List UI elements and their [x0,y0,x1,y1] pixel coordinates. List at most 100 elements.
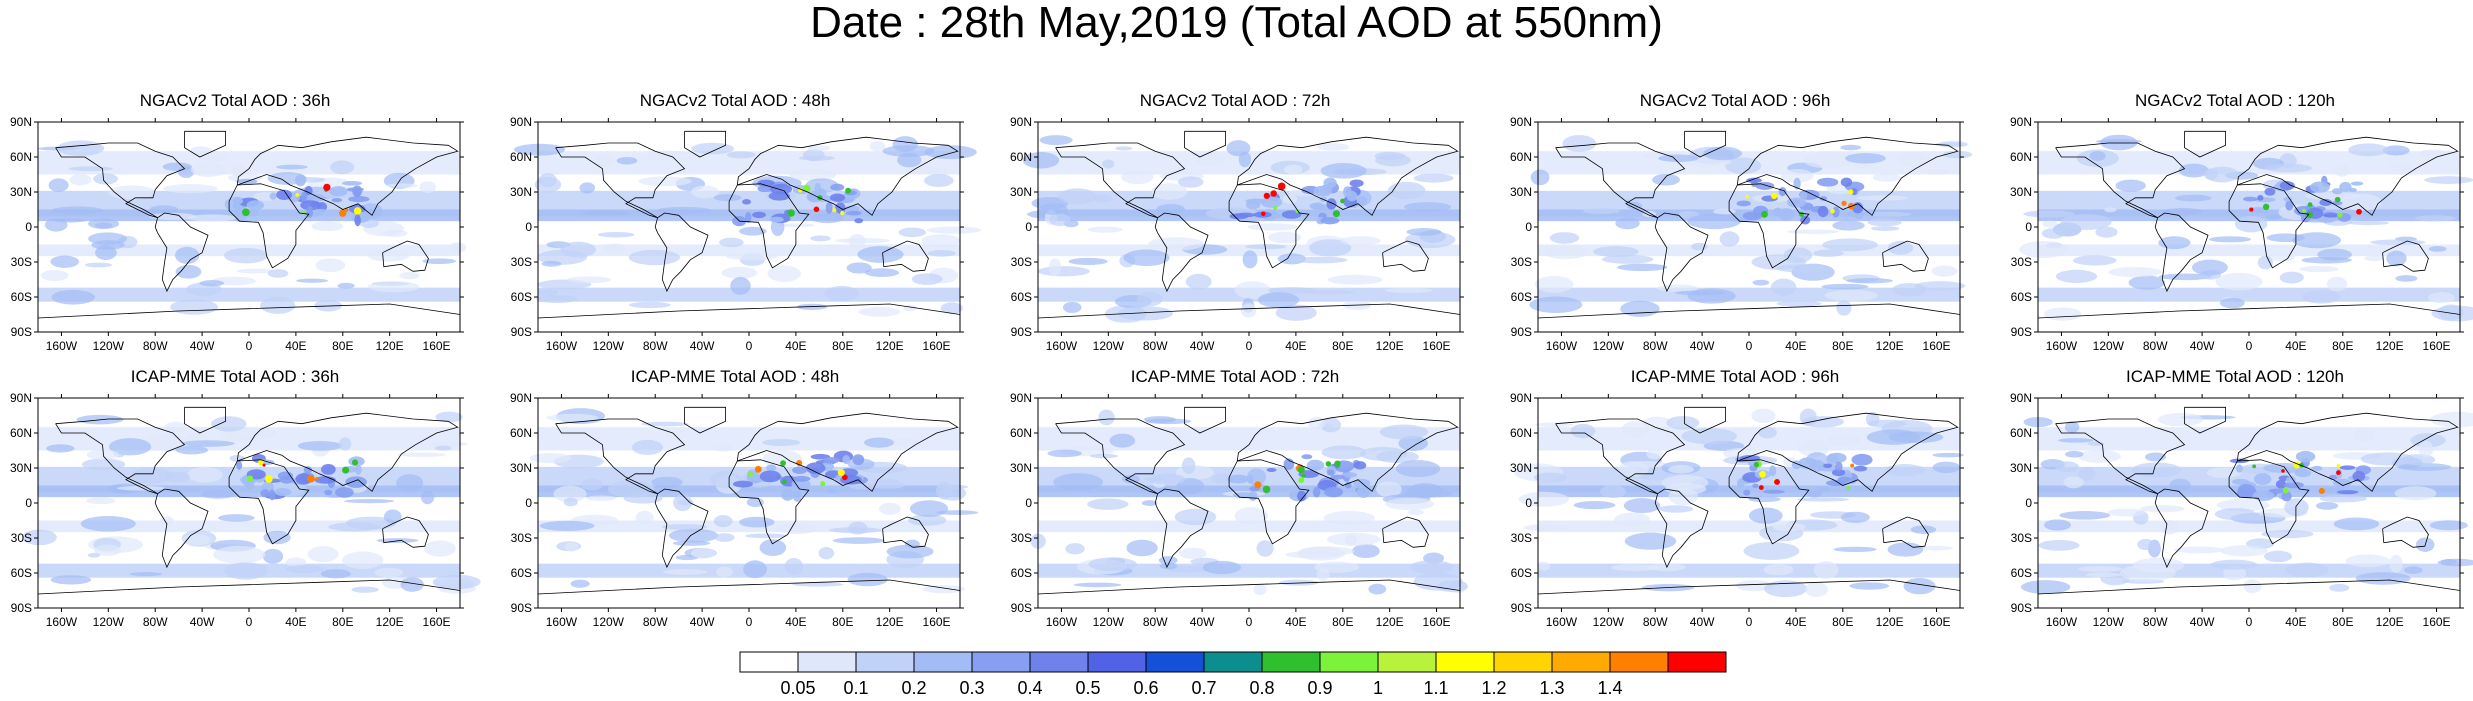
figure-title: Date : 28th May,2019 (Total AOD at 550nm… [810,0,1663,47]
colorbar-label: 0.2 [901,678,926,698]
colorbar-swatch [1609,651,1669,673]
map-panel: ICAP-MME Total AOD : 48h 90N 60N 30N 0 30S 60S… [500,368,979,629]
lon-tick-label: 120W [593,339,625,353]
lat-tick-label: 60S [1511,290,1532,304]
world-map: 90N 60N 30N 0 30S 60S 90S 160W 120W 80W 40W 0 40E 80E… [2010,391,2473,629]
lon-tick-label: 160E [2423,615,2451,629]
map-panel: NGACv2 Total AOD : 36h 90N 60N 30N 0 30S 60S 90… [0,91,470,353]
lon-tick-label: 40W [690,339,715,353]
lon-tick-label: 40W [2190,339,2215,353]
lat-tick-label: 0 [25,220,32,234]
lon-tick-label: 120E [2376,615,2404,629]
colorbar-swatch [1319,651,1379,673]
lon-tick-label: 120E [1876,615,1904,629]
lat-tick-label: 90N [10,391,32,405]
lon-tick-label: 120W [1593,615,1625,629]
lat-tick-label: 60N [2010,150,2032,164]
lat-tick-label: 30S [2011,255,2032,269]
lat-tick-label: 0 [25,496,32,510]
lat-tick-label: 0 [2025,220,2032,234]
lon-tick-label: 40E [1285,339,1306,353]
lon-tick-label: 40W [1690,339,1715,353]
lon-tick-label: 40W [1690,615,1715,629]
lon-tick-label: 160E [423,339,451,353]
lon-tick-label: 40W [190,615,215,629]
lat-tick-label: 30S [1011,255,1032,269]
lat-tick-label: 0 [525,496,532,510]
colorbar-label: 0.6 [1133,678,1158,698]
lat-tick-label: 30S [11,531,32,545]
lon-tick-label: 160W [46,615,78,629]
lat-tick-label: 30N [10,185,32,199]
lon-tick-label: 80W [1143,339,1168,353]
lat-tick-label: 90N [1510,115,1532,129]
lat-tick-label: 30N [2010,461,2032,475]
lon-tick-label: 80E [332,339,353,353]
world-map: 90N 60N 30N 0 30S 60S 90S 160W 120W 80W 40W 0 40E 80E… [1510,115,1973,353]
lon-tick-label: 80E [832,339,853,353]
lon-tick-label: 160E [423,615,451,629]
lon-tick-label: 120E [876,339,904,353]
lat-tick-label: 90S [1011,325,1032,339]
lat-tick-label: 0 [1525,220,1532,234]
lon-tick-label: 40E [285,615,306,629]
colorbar-swatch [1435,651,1495,673]
lat-tick-label: 90S [2011,325,2032,339]
lat-tick-label: 90S [511,325,532,339]
map-panel: NGACv2 Total AOD : 120h 90N 60N 30N 0 30S 60S 9… [2000,91,2473,353]
lat-tick-label: 90N [510,391,532,405]
lat-tick-label: 90S [1511,601,1532,615]
lon-tick-label: 40E [1785,339,1806,353]
lat-tick-label: 60S [511,290,532,304]
lat-tick-label: 30N [2010,185,2032,199]
lon-tick-label: 80W [143,615,168,629]
colorbar-label: 0.8 [1249,678,1274,698]
panel-title: NGACv2 Total AOD : 120h [2134,91,2335,110]
lon-tick-label: 120E [376,615,404,629]
lat-tick-label: 30S [511,255,532,269]
lon-tick-label: 80E [1332,339,1353,353]
lat-tick-label: 90S [1011,601,1032,615]
colorbar-label: 0.1 [843,678,868,698]
lat-tick-label: 90N [1010,115,1032,129]
lon-tick-label: 160W [1046,339,1078,353]
lon-tick-label: 0 [246,615,253,629]
lon-tick-label: 80W [643,615,668,629]
lon-tick-label: 40W [2190,615,2215,629]
lat-tick-label: 30S [1511,531,1532,545]
world-map: 90N 60N 30N 0 30S 60S 90S 160W 120W 80W 40W 0 40E 80E… [1510,391,1965,629]
map-panel: ICAP-MME Total AOD : 120h 90N 60N 30N 0 30S 60… [2000,368,2473,629]
lon-tick-label: 120E [1376,339,1404,353]
panel-title: NGACv2 Total AOD : 36h [139,91,331,110]
lon-tick-label: 40W [190,339,215,353]
lon-tick-label: 120W [2093,615,2125,629]
lat-tick-label: 30S [1511,255,1532,269]
lon-tick-label: 120W [1093,339,1125,353]
lon-tick-label: 120W [93,339,125,353]
colorbar-swatch [1551,651,1611,673]
colorbar-swatch [1203,651,1263,673]
lat-tick-label: 90S [511,601,532,615]
lat-tick-label: 60N [10,150,32,164]
colorbar-swatch [971,651,1031,673]
lat-tick-label: 30N [1510,185,1532,199]
lat-tick-label: 90N [2010,391,2032,405]
lon-tick-label: 120E [376,339,404,353]
colorbar-swatch [1145,651,1205,673]
lon-tick-label: 40W [690,615,715,629]
map-panel: ICAP-MME Total AOD : 96h 90N 60N 30N 0 30S 60S… [1500,368,1970,629]
lon-tick-label: 0 [1746,339,1753,353]
lat-tick-label: 90S [1511,325,1532,339]
world-map: 90N 60N 30N 0 30S 60S 90S 160W 120W 80W 40W 0 40E 80E… [10,391,481,629]
lat-tick-label: 60N [510,150,532,164]
world-map: 90N 60N 30N 0 30S 60S 90S 160W 120W 80W 40W 0 40E 80E… [510,115,982,353]
colorbar-swatch [1667,651,1727,673]
lon-tick-label: 120W [93,615,125,629]
map-panel: NGACv2 Total AOD : 72h 90N 60N 30N 0 30S 60S 90… [1000,92,1470,353]
lon-tick-label: 0 [1246,615,1253,629]
lat-tick-label: 60S [1011,566,1032,580]
lon-tick-label: 80W [1143,615,1168,629]
lon-tick-label: 0 [746,615,753,629]
lon-tick-label: 0 [2246,615,2253,629]
colorbar-swatch [739,651,799,673]
